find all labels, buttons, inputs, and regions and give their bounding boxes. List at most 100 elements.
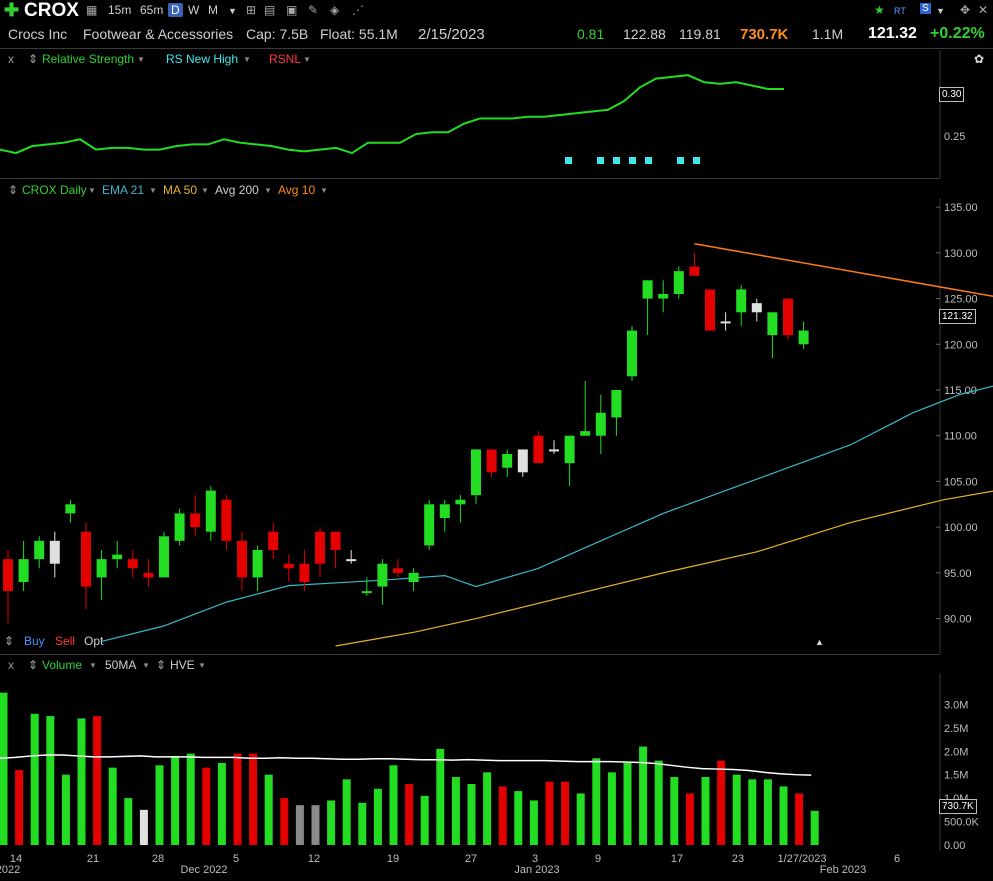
- candle-body: [299, 563, 310, 582]
- candle-body: [283, 563, 294, 569]
- rs-close-button[interactable]: x: [8, 52, 14, 66]
- rs-pane-header: x ⇕ Relative Strength ▼ RS New High ▼ RS…: [0, 52, 993, 68]
- rs-value-box: 0.30: [939, 87, 965, 102]
- chevron-down-icon[interactable]: ▼: [88, 186, 96, 195]
- rt-icon[interactable]: RT: [894, 6, 906, 16]
- day-high: 122.88: [623, 26, 666, 42]
- chevron-down-icon[interactable]: ▼: [320, 186, 328, 195]
- ma50-label[interactable]: MA 50: [163, 183, 198, 197]
- candle-body: [689, 266, 700, 276]
- date-tick-label: Dec 2022: [180, 864, 227, 876]
- buy-button[interactable]: Buy: [24, 634, 45, 648]
- chevron-down-icon[interactable]: ▼: [936, 6, 945, 16]
- chevron-down-icon[interactable]: ▼: [228, 6, 237, 16]
- chevron-down-icon[interactable]: ▼: [201, 186, 209, 195]
- interval-monthly[interactable]: M: [208, 3, 218, 17]
- volume-bar: [701, 777, 710, 845]
- chevron-down-icon[interactable]: ▼: [198, 661, 206, 670]
- volume-bar: [186, 753, 195, 845]
- volume-bar: [93, 716, 102, 845]
- volume-chart: 3.0M2.5M2.0M1.5M1.0M500.0K0.00: [0, 673, 980, 851]
- day-volume: 730.7K: [740, 26, 789, 43]
- volume-label[interactable]: Volume: [42, 658, 83, 672]
- rs-new-high-marker: [565, 157, 572, 164]
- volume-tick-label: 2.5M: [944, 723, 968, 735]
- candle-body: [455, 499, 466, 505]
- candle-body: [65, 504, 76, 514]
- chevron-down-icon[interactable]: ▼: [149, 186, 157, 195]
- calculator-icon[interactable]: ▣: [286, 3, 298, 17]
- move-icon[interactable]: ✥: [960, 3, 971, 17]
- date-tick-label: 5: [233, 853, 239, 865]
- sell-button[interactable]: Sell: [55, 634, 76, 648]
- chevron-down-icon[interactable]: ▼: [137, 55, 145, 64]
- s-icon[interactable]: S: [920, 3, 931, 14]
- date-tick-label: 9: [595, 853, 601, 865]
- chevron-down-icon[interactable]: ▼: [303, 55, 311, 64]
- scroll-up-icon[interactable]: ▲: [815, 637, 824, 647]
- candle-body: [486, 449, 497, 473]
- interval-daily[interactable]: D: [168, 3, 183, 17]
- candle-body: [642, 280, 653, 299]
- options-button[interactable]: Opt: [84, 634, 104, 648]
- chevron-down-icon[interactable]: ▼: [243, 55, 251, 64]
- rs-new-high-marker: [677, 157, 684, 164]
- candle-body: [346, 559, 357, 562]
- volume-bar: [576, 793, 585, 845]
- volume-bar: [545, 781, 554, 845]
- volume-bar: [654, 760, 663, 845]
- last-price-box: 121.32: [939, 309, 976, 324]
- volume-ma-label[interactable]: 50MA: [105, 658, 137, 672]
- volume-tick-label: 3.0M: [944, 699, 968, 711]
- sort-icon[interactable]: ⇕: [156, 658, 167, 672]
- chevron-down-icon[interactable]: ▼: [264, 186, 272, 195]
- volume-bar: [639, 746, 648, 845]
- candle-body: [424, 504, 435, 546]
- layout-icon[interactable]: ▤: [264, 3, 276, 17]
- interval-15m[interactable]: 15m: [108, 3, 132, 17]
- volume-bar: [436, 748, 445, 845]
- pencil-icon[interactable]: ✎: [308, 3, 319, 17]
- interval-weekly[interactable]: W: [188, 3, 200, 17]
- sort-icon[interactable]: ⇕: [4, 634, 15, 648]
- change: 0.81: [577, 26, 605, 42]
- volume-bar: [46, 716, 55, 845]
- chevron-down-icon[interactable]: ▼: [89, 661, 97, 670]
- sort-icon[interactable]: ⇕: [28, 52, 39, 66]
- volume-bar: [561, 781, 570, 845]
- tools-icon[interactable]: ⊞: [246, 3, 257, 17]
- rs-new-high-marker: [629, 157, 636, 164]
- avg10-label[interactable]: Avg 10: [278, 183, 316, 197]
- ema21-label[interactable]: EMA 21: [102, 183, 145, 197]
- plus-icon[interactable]: ✚: [4, 0, 20, 20]
- sort-icon[interactable]: ⇕: [8, 183, 19, 197]
- chevron-down-icon[interactable]: ▼: [142, 661, 150, 670]
- volume-bar: [389, 765, 398, 845]
- print-icon[interactable]: ▦: [86, 3, 98, 17]
- close-icon[interactable]: ✕: [978, 3, 989, 17]
- palette-icon[interactable]: ✿: [974, 52, 985, 66]
- rs-chart: 0.25: [0, 50, 965, 178]
- symbol-title[interactable]: CROX: [24, 0, 79, 21]
- hve-label[interactable]: HVE: [170, 658, 195, 672]
- palette-icon[interactable]: ◈: [330, 3, 340, 17]
- rsnl-label[interactable]: RSNL: [269, 52, 302, 66]
- price-series-label[interactable]: CROX Daily: [22, 183, 87, 197]
- volume-bar: [155, 765, 164, 845]
- avg200-label[interactable]: Avg 200: [215, 183, 259, 197]
- interval-65m[interactable]: 65m: [140, 3, 164, 17]
- volume-close-button[interactable]: x: [8, 658, 14, 672]
- candle-body: [393, 568, 403, 573]
- sort-icon[interactable]: ⇕: [28, 658, 39, 672]
- volume-bar: [358, 802, 367, 845]
- star-icon[interactable]: ★: [874, 3, 885, 17]
- rs-new-high-label[interactable]: RS New High: [166, 52, 239, 66]
- ema21-line: [101, 385, 993, 643]
- volume-bar: [249, 753, 258, 845]
- rs-new-high-marker: [613, 157, 620, 164]
- rs-label[interactable]: Relative Strength: [42, 52, 135, 66]
- candle-body: [237, 540, 247, 578]
- candle-body: [315, 531, 325, 564]
- share-icon[interactable]: ⋰: [352, 3, 364, 17]
